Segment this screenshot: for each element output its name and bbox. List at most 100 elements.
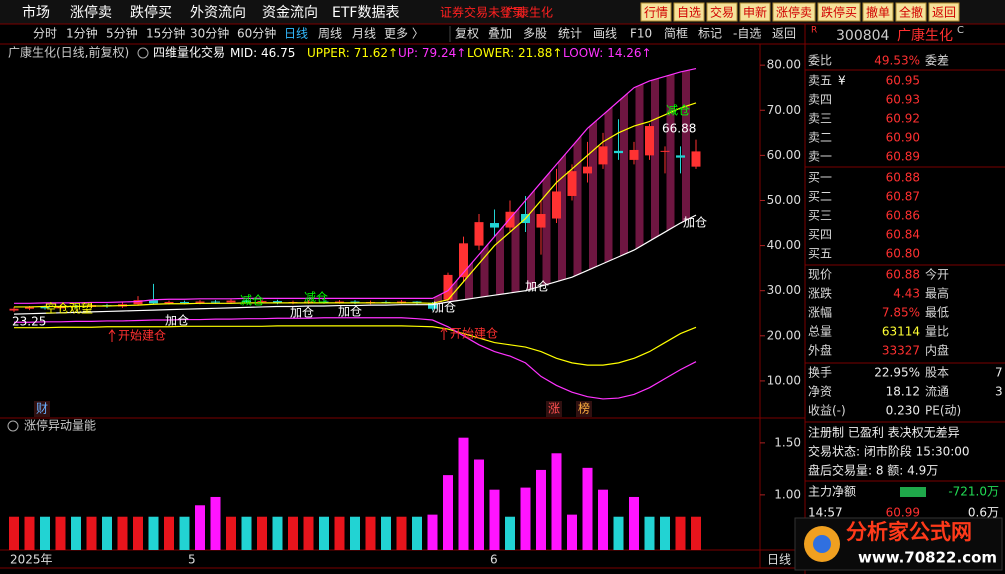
button[interactable] xyxy=(772,2,816,22)
stat-value: 0.230 xyxy=(886,404,920,418)
tool-button[interactable]: F10 xyxy=(630,27,652,41)
ask-price: 60.93 xyxy=(886,93,920,107)
candle-body xyxy=(676,155,685,158)
button-label[interactable]: 涨停卖 xyxy=(776,5,812,20)
tool-button[interactable]: 多股 xyxy=(523,27,547,41)
indicator-item: LOWER: 21.88↑ xyxy=(467,46,562,60)
period-tab[interactable]: 1分钟 xyxy=(66,26,98,41)
annotation: 加仓 xyxy=(165,314,189,328)
candle-body xyxy=(273,301,282,303)
button[interactable] xyxy=(673,2,705,22)
candle-body xyxy=(335,301,344,303)
period-tab[interactable]: 月线 xyxy=(352,27,376,41)
bar xyxy=(9,516,19,550)
button-label[interactable]: 撤单 xyxy=(866,5,890,20)
menu-item[interactable]: 资金流向 xyxy=(262,5,318,21)
period-tab[interactable]: 更多 〉 xyxy=(384,27,424,41)
indicator-line xyxy=(14,67,697,304)
menu-item[interactable]: 跌停买 xyxy=(130,4,172,21)
button-label[interactable]: 跌停买 xyxy=(821,5,857,20)
button[interactable] xyxy=(739,2,771,22)
indicator-value: 71.62↑ xyxy=(354,46,398,60)
tool-button[interactable]: 复权 xyxy=(455,27,479,41)
bid-label: 买二 xyxy=(808,190,832,204)
annotation: 加仓 xyxy=(525,280,549,294)
indicator-line xyxy=(14,325,697,366)
period-tab[interactable]: 分时 xyxy=(33,27,57,41)
button-label[interactable]: 行情 xyxy=(644,6,668,20)
period-tab[interactable]: 60分钟 xyxy=(237,26,276,41)
indicator-label: UP: xyxy=(398,46,418,60)
tool-button[interactable]: 标记 xyxy=(698,27,722,41)
candle-body xyxy=(226,300,236,303)
marker-box xyxy=(576,401,592,417)
candle-body xyxy=(629,149,639,160)
button[interactable] xyxy=(928,2,960,22)
period-tab[interactable]: 周线 xyxy=(318,27,342,41)
button-label[interactable]: 返回 xyxy=(932,6,956,20)
ask-label: 卖五 xyxy=(808,74,832,88)
button-label[interactable]: 交易 xyxy=(710,5,734,20)
period-tab[interactable]: 5分钟 xyxy=(106,26,138,41)
candle-body xyxy=(304,301,313,303)
button[interactable] xyxy=(640,2,672,22)
tool-button[interactable]: -自选 xyxy=(733,27,761,41)
button[interactable] xyxy=(817,2,861,22)
marker-box xyxy=(546,401,562,417)
candle-body xyxy=(133,300,143,305)
bar xyxy=(458,437,469,550)
bar xyxy=(443,475,453,550)
y-tick-label: 80.00 xyxy=(767,58,801,72)
button[interactable] xyxy=(862,2,894,22)
bar xyxy=(365,516,376,550)
bid-price: 60.80 xyxy=(886,247,920,261)
ask-price: 60.89 xyxy=(886,150,920,164)
candle-body xyxy=(691,151,701,167)
button[interactable] xyxy=(895,2,927,22)
menu-item[interactable]: 涨停卖 xyxy=(70,4,112,21)
bar xyxy=(536,469,546,550)
tool-button[interactable]: 简框 xyxy=(664,27,688,41)
bar xyxy=(381,516,391,550)
button[interactable] xyxy=(706,2,738,22)
main-net-value: -721.0万 xyxy=(948,485,999,499)
tool-button[interactable]: 统计 xyxy=(558,27,582,41)
main-net-bar xyxy=(900,487,926,497)
stat-value: 22.95% xyxy=(874,366,920,380)
period-tab[interactable]: 日线 xyxy=(284,27,308,41)
bar xyxy=(226,516,236,550)
y-tick-label: 50.00 xyxy=(767,193,801,207)
tool-button[interactable]: 叠加 xyxy=(488,27,512,41)
candle-body xyxy=(490,223,499,228)
menu-item[interactable]: ETF数据表 xyxy=(332,5,399,21)
stat-label: 今开 xyxy=(925,267,949,282)
bar xyxy=(396,516,407,550)
ask-label: 卖一 xyxy=(808,150,832,164)
bar xyxy=(86,516,97,550)
button-label[interactable]: 自选 xyxy=(677,6,701,20)
button-label[interactable]: 申新 xyxy=(743,5,767,20)
watermark-name: 分析家公式网 xyxy=(846,520,972,544)
bar xyxy=(551,453,562,550)
bar xyxy=(474,459,484,550)
sub-indicator-title: 涨停异动量能 xyxy=(24,418,96,433)
icon xyxy=(7,420,19,432)
annotation: 加仓 xyxy=(290,306,314,320)
menu-item[interactable]: 市场 xyxy=(22,4,50,21)
bar xyxy=(660,516,670,550)
tool-button[interactable]: 返回 xyxy=(772,27,796,41)
indicator-value: 14.26↑ xyxy=(607,46,651,60)
trade-status: 交易状态: 闭市阶段 15:30:00 xyxy=(808,444,970,459)
tick-price: 60.99 xyxy=(886,506,920,520)
menu-item[interactable]: 外资流向 xyxy=(190,5,246,21)
candle-body xyxy=(552,191,561,219)
indicator-item: LOOW: 14.26↑ xyxy=(563,46,652,60)
y-tick-label: 40.00 xyxy=(767,238,801,252)
bar xyxy=(350,516,360,550)
tool-button[interactable]: 画线 xyxy=(593,27,617,41)
ask-price: 60.95 xyxy=(886,74,920,88)
indicator-label: UPPER: xyxy=(307,46,350,60)
period-tab[interactable]: 15分钟 xyxy=(146,26,185,41)
period-tab[interactable]: 30分钟 xyxy=(190,26,229,41)
button-label[interactable]: 全撤 xyxy=(899,5,923,20)
